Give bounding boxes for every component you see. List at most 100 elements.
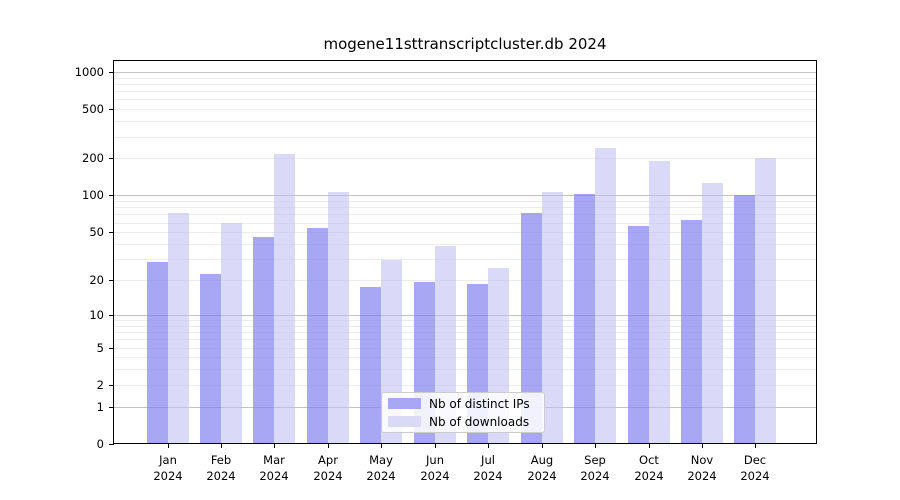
bar-distinct-ips-dec [734,195,755,443]
y-tick-label: 200 [82,151,104,165]
y-tick-mark [109,158,114,159]
x-tick-mark [649,444,650,448]
y-tick-label: 0 [96,437,104,451]
bar-downloads-apr [328,192,349,443]
x-tick-label: Dec 2024 [740,453,770,483]
legend-label-downloads: Nb of downloads [429,414,530,429]
major-gridline [114,315,816,316]
bar-distinct-ips-mar [253,237,274,443]
x-tick-label: Mar 2024 [259,453,289,483]
legend-label-distinct-ips: Nb of distinct IPs [429,396,530,411]
x-tick-label: Aug 2024 [527,453,557,483]
bar-downloads-dec [755,158,776,443]
bar-downloads-sep [595,148,616,443]
minor-gridline [114,201,816,202]
minor-gridline [114,84,816,85]
minor-gridline [114,158,816,159]
y-tick-label: 50 [89,225,104,239]
bar-distinct-ips-apr [307,228,328,443]
minor-gridline [114,259,816,260]
legend-item-distinct-ips: Nb of distinct IPs [388,396,538,411]
minor-gridline [114,109,816,110]
y-tick-label: 1 [96,400,104,414]
y-tick-mark [109,72,114,73]
y-tick-mark [109,195,114,196]
major-gridline [114,72,816,73]
bar-distinct-ips-feb [200,274,221,443]
minor-gridline [114,78,816,79]
legend-swatch-distinct-ips-icon [388,398,421,409]
bar-distinct-ips-nov [681,220,702,443]
y-tick-label: 100 [82,188,104,202]
x-tick-label: Apr 2024 [313,453,343,483]
minor-gridline [114,232,816,233]
x-tick-mark [488,444,489,448]
minor-gridline [114,332,816,333]
minor-gridline [114,99,816,100]
minor-gridline [114,244,816,245]
y-tick-mark [109,385,114,386]
y-tick-mark [109,444,114,445]
x-tick-mark [542,444,543,448]
x-tick-label: Feb 2024 [206,453,236,483]
x-tick-mark [274,444,275,448]
bar-distinct-ips-sep [574,194,595,443]
minor-gridline [114,223,816,224]
minor-gridline [114,207,816,208]
legend-swatch-downloads-icon [388,416,421,427]
x-tick-label: Oct 2024 [634,453,664,483]
bar-distinct-ips-aug [521,213,542,443]
bar-distinct-ips-oct [628,226,649,443]
major-gridline [114,195,816,196]
minor-gridline [114,91,816,92]
x-tick-label: Jul 2024 [473,453,503,483]
x-tick-label: May 2024 [366,453,396,483]
bar-downloads-nov [702,183,723,443]
y-tick-mark [109,407,114,408]
y-tick-mark [109,232,114,233]
x-tick-mark [168,444,169,448]
x-tick-mark [702,444,703,448]
minor-gridline [114,385,816,386]
x-tick-label: Nov 2024 [687,453,717,483]
bar-downloads-feb [221,223,242,443]
minor-gridline [114,348,816,349]
y-tick-label: 5 [96,341,104,355]
y-tick-label: 500 [82,102,104,116]
bar-downloads-oct [649,161,670,443]
bar-downloads-jan [168,213,189,443]
minor-gridline [114,357,816,358]
minor-gridline [114,320,816,321]
x-tick-label: Sep 2024 [580,453,610,483]
minor-gridline [114,369,816,370]
legend-item-downloads: Nb of downloads [388,414,538,429]
plot-area: Nb of distinct IPs Nb of downloads [113,60,817,444]
x-tick-mark [435,444,436,448]
y-tick-label: 20 [89,273,104,287]
x-tick-label: Jan 2024 [153,453,183,483]
bar-downloads-mar [274,154,295,443]
minor-gridline [114,326,816,327]
x-tick-mark [221,444,222,448]
minor-gridline [114,280,816,281]
y-tick-mark [109,109,114,110]
x-tick-mark [328,444,329,448]
x-tick-label: Jun 2024 [420,453,450,483]
x-tick-mark [595,444,596,448]
minor-gridline [114,121,816,122]
minor-gridline [114,137,816,138]
bar-distinct-ips-may [360,287,381,443]
chart-title: mogene11sttranscriptcluster.db 2024 [323,35,607,53]
x-tick-mark [755,444,756,448]
bar-downloads-aug [542,192,563,443]
y-tick-mark [109,280,114,281]
y-tick-mark [109,315,114,316]
x-tick-mark [381,444,382,448]
y-tick-mark [109,348,114,349]
y-tick-label: 2 [96,378,104,392]
minor-gridline [114,339,816,340]
y-tick-label: 10 [89,308,104,322]
bar-distinct-ips-jan [147,262,168,443]
minor-gridline [114,214,816,215]
